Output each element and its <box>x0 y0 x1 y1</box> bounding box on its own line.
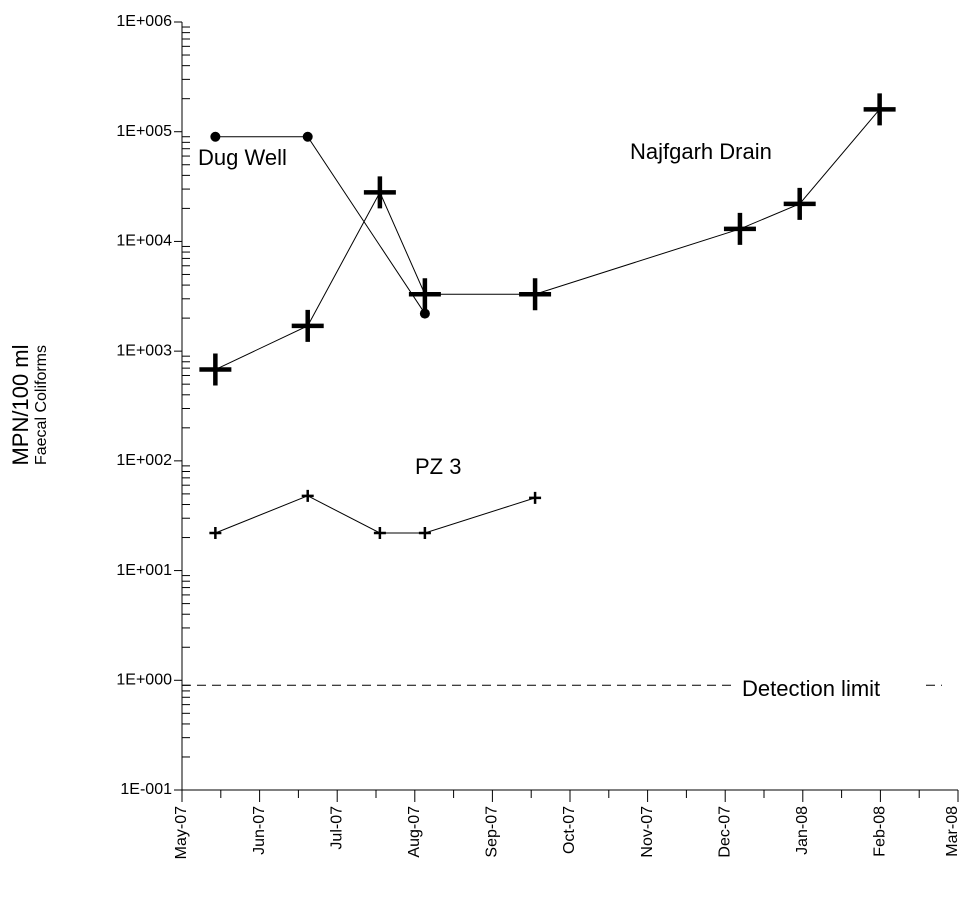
x-tick-label: Jul-07 <box>328 806 345 850</box>
x-tick-label: Mar-08 <box>944 806 961 857</box>
marker <box>209 527 222 540</box>
y-tick-label: 1E+001 <box>116 562 172 579</box>
marker <box>301 489 314 502</box>
y-tick-label: 1E+005 <box>116 123 172 140</box>
marker <box>863 93 896 126</box>
series-line <box>215 495 536 534</box>
y-tick-label: 1E-001 <box>120 781 172 798</box>
marker <box>529 491 542 504</box>
x-tick-label: Jan-08 <box>794 806 811 855</box>
marker <box>519 278 552 311</box>
marker <box>408 278 441 311</box>
marker <box>418 527 431 540</box>
x-tick-label: Aug-07 <box>406 806 423 858</box>
marker <box>419 308 430 319</box>
y-tick-label: 1E+003 <box>116 342 172 359</box>
y-tick-label: 1E+004 <box>116 233 172 250</box>
series-label: Dug Well <box>198 145 287 170</box>
series-label: PZ 3 <box>415 454 461 479</box>
marker <box>373 527 386 540</box>
series-line <box>215 108 881 370</box>
marker <box>199 353 232 386</box>
x-tick-label: Oct-07 <box>561 806 578 854</box>
series-label: Najfgarh Drain <box>630 139 772 164</box>
x-tick-label: Dec-07 <box>716 806 733 858</box>
marker <box>302 131 313 142</box>
marker <box>210 131 221 142</box>
y-tick-label: 1E+002 <box>116 452 172 469</box>
y-tick-label: 1E+006 <box>116 13 172 30</box>
x-tick-label: Nov-07 <box>639 806 656 858</box>
marker <box>723 212 756 245</box>
x-tick-label: Feb-08 <box>872 806 889 857</box>
marker <box>291 309 324 342</box>
x-tick-label: Jun-07 <box>251 806 268 855</box>
y-tick-label: 1E+000 <box>116 672 172 689</box>
detection-limit-label: Detection limit <box>742 676 880 701</box>
x-tick-label: May-07 <box>173 806 190 859</box>
marker <box>783 187 816 220</box>
y-axis-title-1: MPN/100 ml <box>8 344 33 465</box>
marker <box>363 176 396 209</box>
x-tick-label: Sep-07 <box>484 806 501 858</box>
y-axis-title-2: Faecal Coliforms <box>33 345 50 465</box>
